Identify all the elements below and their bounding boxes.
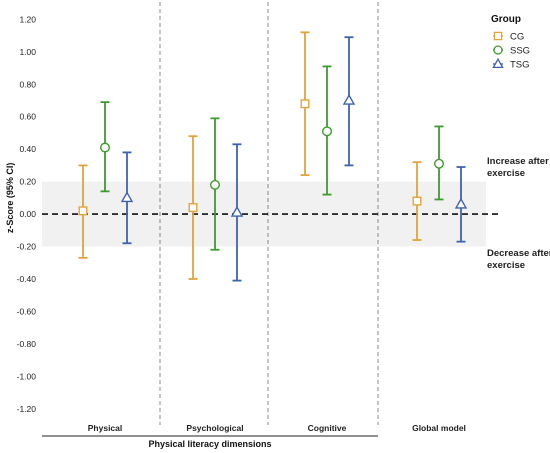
point-marker-circle xyxy=(209,179,220,190)
legend-title: Group xyxy=(491,14,521,25)
y-tick-label: -1.00 xyxy=(17,371,37,381)
point-marker-square xyxy=(300,99,310,109)
y-tick-label: 1.00 xyxy=(19,47,36,57)
y-tick-label: 0.40 xyxy=(19,144,36,154)
category-label: Psychological xyxy=(186,423,243,433)
y-axis: 1.20 1.00 0.80 0.60 0.40 0.20 0.00 -0.20 -0.40 -0… xyxy=(5,14,36,413)
point-marker-circle xyxy=(434,158,445,169)
y-tick-label: 0.00 xyxy=(19,209,36,219)
point-marker-square xyxy=(188,203,198,213)
y-tick-label: 1.20 xyxy=(19,14,36,24)
x-axis: Physical Psychological Cognitive Global mod… xyxy=(42,423,466,449)
y-tick-label: -1.20 xyxy=(17,404,37,414)
series-layer xyxy=(78,31,468,282)
decrease-annotation: exercise xyxy=(487,260,525,271)
point-marker-triangle xyxy=(230,205,244,217)
category-label: Global model xyxy=(412,423,466,433)
increase-annotation: exercise xyxy=(487,168,525,179)
point-marker-circle xyxy=(99,142,110,153)
y-tick-label: -0.20 xyxy=(17,242,37,252)
y-axis-title: z-Score (95% CI) xyxy=(5,163,15,234)
decrease-annotation: Decrease after xyxy=(487,248,550,259)
series-CG xyxy=(78,31,422,280)
legend-item-TSG: TSG xyxy=(492,57,530,71)
y-tick-label: -0.40 xyxy=(17,274,37,284)
y-tick-label: 0.20 xyxy=(19,177,36,187)
legend-label: TSG xyxy=(510,60,530,71)
point-marker-square xyxy=(412,196,422,206)
point-marker-square xyxy=(78,206,88,216)
point-marker-triangle xyxy=(454,197,468,209)
legend-item-CG: CG xyxy=(493,32,524,43)
legend-item-SSG: SSG xyxy=(493,45,530,57)
legend-label: CG xyxy=(510,32,524,43)
y-tick-label: -0.80 xyxy=(17,339,37,349)
y-tick-label: 0.80 xyxy=(19,79,36,89)
y-tick-label: 0.60 xyxy=(19,112,36,122)
legend-marker-triangle xyxy=(492,57,504,69)
legend: Group CG SSG TSG xyxy=(491,14,530,71)
increase-annotation: Increase after xyxy=(487,156,549,167)
category-label: Cognitive xyxy=(308,423,347,433)
series-TSG xyxy=(120,36,468,282)
point-marker-triangle xyxy=(342,93,356,105)
legend-marker-square xyxy=(493,31,503,41)
point-marker-circle xyxy=(322,126,333,137)
x-axis-title: Physical literacy dimensions xyxy=(148,439,271,449)
series-SSG xyxy=(99,65,445,251)
dividers-layer xyxy=(42,2,500,425)
category-label: Physical xyxy=(88,423,123,433)
legend-marker-circle xyxy=(493,45,503,55)
legend-label: SSG xyxy=(510,46,530,57)
point-marker-triangle xyxy=(120,191,134,203)
y-tick-label: -0.60 xyxy=(17,306,37,316)
